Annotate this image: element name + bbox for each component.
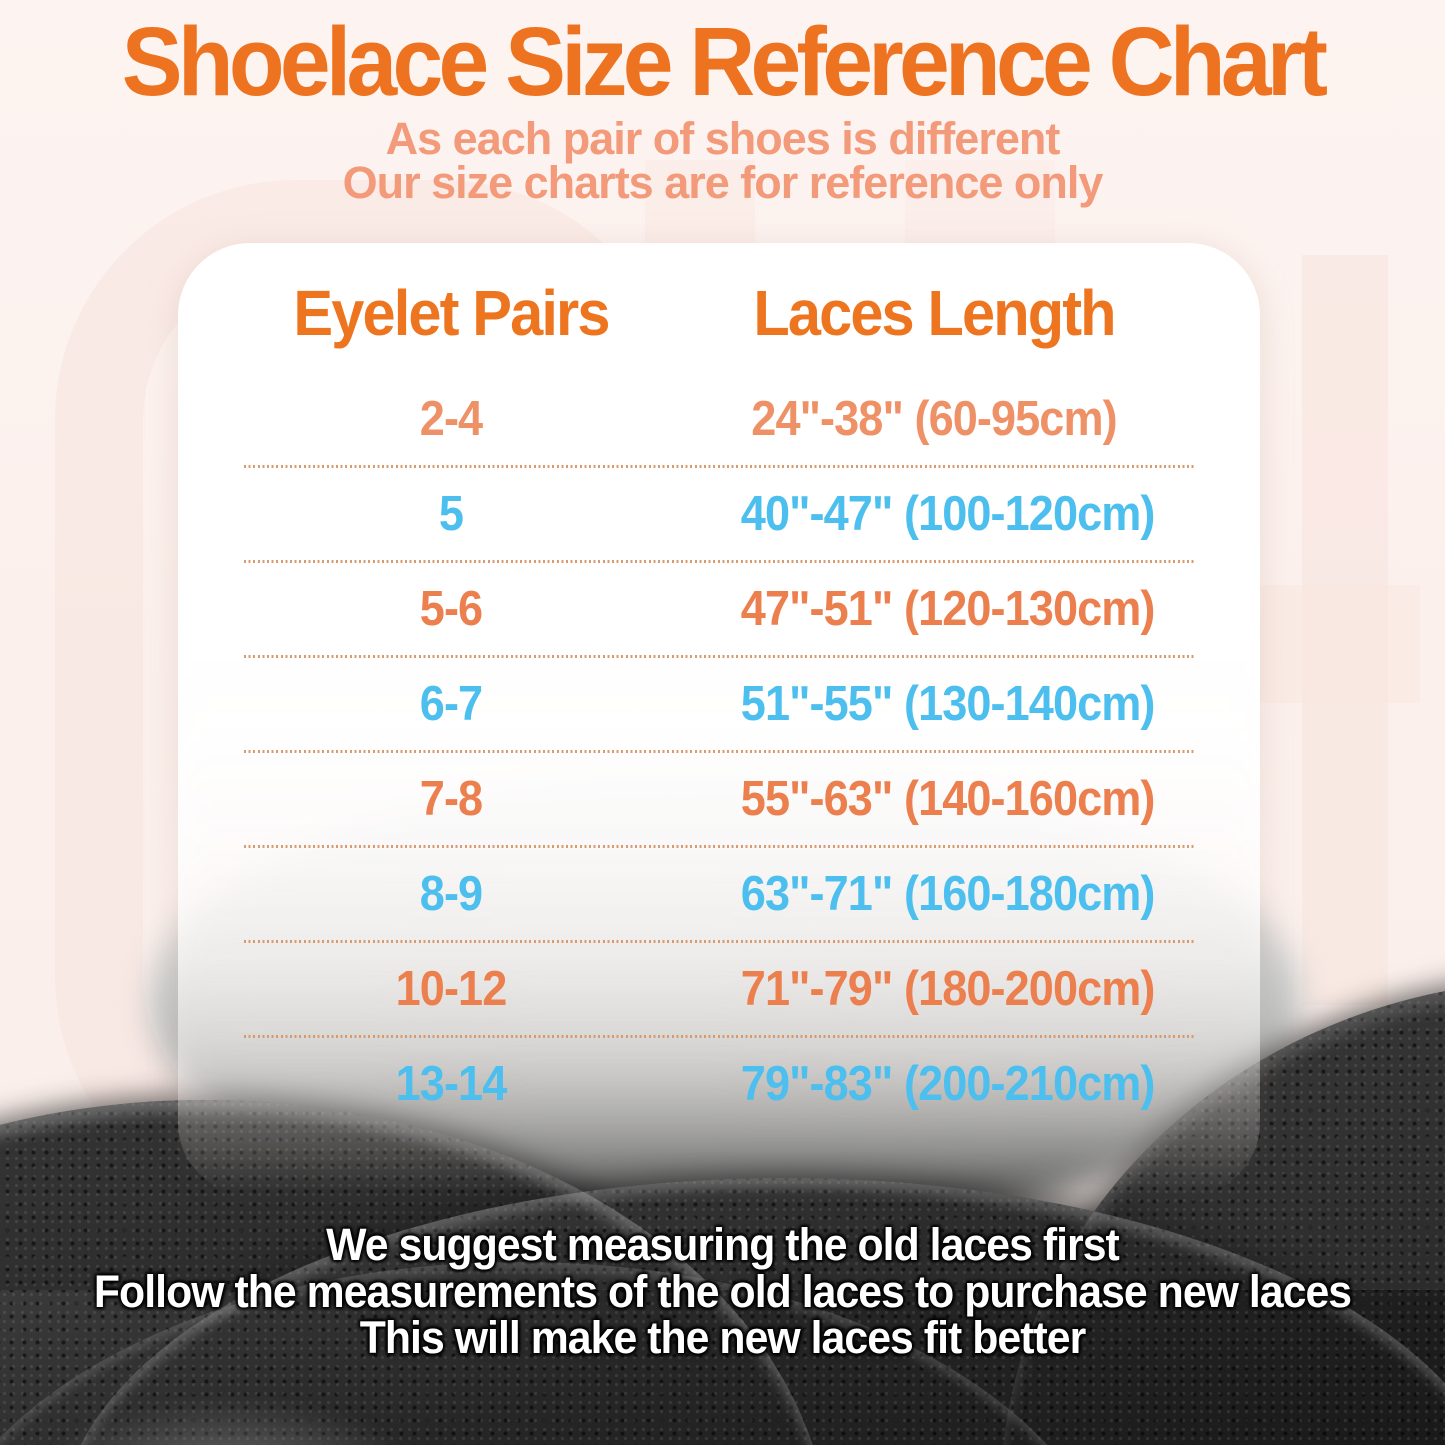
laces-length-value: 40"-47" (100-120cm) [740,487,1156,541]
table-row: 10-12 71"-79" (180-200cm) [178,943,1260,1035]
page-title: Shoelace Size Reference Chart [121,7,1328,116]
watermark-shape [1302,255,1388,1005]
table-row: 2-4 24"-38" (60-95cm) [178,373,1260,465]
footer-line-2: Follow the measurements of the old laces… [93,1265,1352,1317]
laces-length-value: 51"-55" (130-140cm) [740,677,1156,731]
row-separator [244,560,1194,563]
eyelet-pairs-value: 13-14 [395,1057,508,1111]
row-separator [244,940,1194,943]
eyelet-pairs-value: 7-8 [419,772,483,826]
size-table-panel: Eyelet Pairs Laces Length 2-4 24"-38" (6… [178,243,1260,1195]
column-header-laces-length: Laces Length [753,277,1116,349]
eyelet-pairs-value: 8-9 [419,867,483,921]
table-row: 5 40"-47" (100-120cm) [178,468,1260,560]
table-body: 2-4 24"-38" (60-95cm) 5 40"-47" (100-120… [178,373,1260,1130]
watermark-shape [1252,585,1420,703]
laces-length-value: 71"-79" (180-200cm) [740,962,1156,1016]
row-separator [244,1035,1194,1038]
footer-line-3: This will make the new laces fit better [359,1312,1087,1363]
table-row: 5-6 47"-51" (120-130cm) [178,563,1260,655]
subtitle: As each pair of shoes is different Our s… [0,113,1445,208]
column-header-eyelet-pairs: Eyelet Pairs [293,277,610,349]
laces-length-value: 24"-38" (60-95cm) [751,392,1117,446]
table-header-row: Eyelet Pairs Laces Length [178,269,1260,357]
laces-length-value: 63"-71" (160-180cm) [740,867,1156,921]
laces-length-value: 79"-83" (200-210cm) [740,1057,1156,1111]
eyelet-pairs-value: 5 [438,487,464,541]
eyelet-pairs-value: 10-12 [395,962,508,1016]
row-separator [244,750,1194,753]
footer-note: We suggest measuring the old laces first… [0,1219,1445,1363]
eyelet-pairs-value: 5-6 [419,582,483,636]
laces-length-value: 55"-63" (140-160cm) [740,772,1156,826]
table-row: 7-8 55"-63" (140-160cm) [178,753,1260,845]
table-row: 6-7 51"-55" (130-140cm) [178,658,1260,750]
table-row: 13-14 79"-83" (200-210cm) [178,1038,1260,1130]
eyelet-pairs-value: 6-7 [419,677,483,731]
footer-line-1: We suggest measuring the old laces first [326,1219,1120,1270]
row-separator [244,465,1194,468]
subtitle-line-1: As each pair of shoes is different [385,113,1061,164]
eyelet-pairs-value: 2-4 [419,392,483,446]
laces-length-value: 47"-51" (120-130cm) [740,582,1156,636]
row-separator [244,655,1194,658]
subtitle-line-2: Our size charts are for reference only [342,157,1104,208]
row-separator [244,845,1194,848]
table-row: 8-9 63"-71" (160-180cm) [178,848,1260,940]
